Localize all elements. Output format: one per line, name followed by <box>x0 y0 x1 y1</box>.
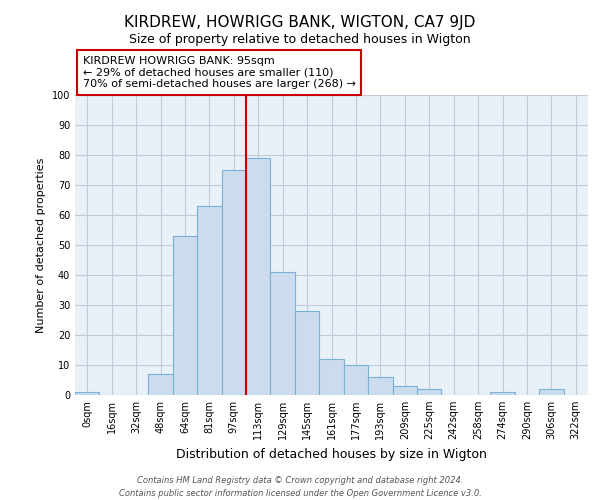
Bar <box>319 359 344 395</box>
Bar <box>368 377 392 395</box>
Bar <box>539 389 563 395</box>
Bar <box>490 392 515 395</box>
Text: Size of property relative to detached houses in Wigton: Size of property relative to detached ho… <box>129 32 471 46</box>
Bar <box>148 374 173 395</box>
Bar <box>417 389 442 395</box>
Bar <box>344 365 368 395</box>
Bar <box>173 236 197 395</box>
X-axis label: Distribution of detached houses by size in Wigton: Distribution of detached houses by size … <box>176 448 487 460</box>
Bar <box>197 206 221 395</box>
Bar <box>295 311 319 395</box>
Bar <box>392 386 417 395</box>
Bar <box>221 170 246 395</box>
Bar <box>75 392 100 395</box>
Bar <box>271 272 295 395</box>
Y-axis label: Number of detached properties: Number of detached properties <box>36 158 46 332</box>
Text: Contains HM Land Registry data © Crown copyright and database right 2024.
Contai: Contains HM Land Registry data © Crown c… <box>119 476 481 498</box>
Bar <box>246 158 271 395</box>
Text: KIRDREW, HOWRIGG BANK, WIGTON, CA7 9JD: KIRDREW, HOWRIGG BANK, WIGTON, CA7 9JD <box>124 15 476 30</box>
Text: KIRDREW HOWRIGG BANK: 95sqm
← 29% of detached houses are smaller (110)
70% of se: KIRDREW HOWRIGG BANK: 95sqm ← 29% of det… <box>83 56 356 89</box>
